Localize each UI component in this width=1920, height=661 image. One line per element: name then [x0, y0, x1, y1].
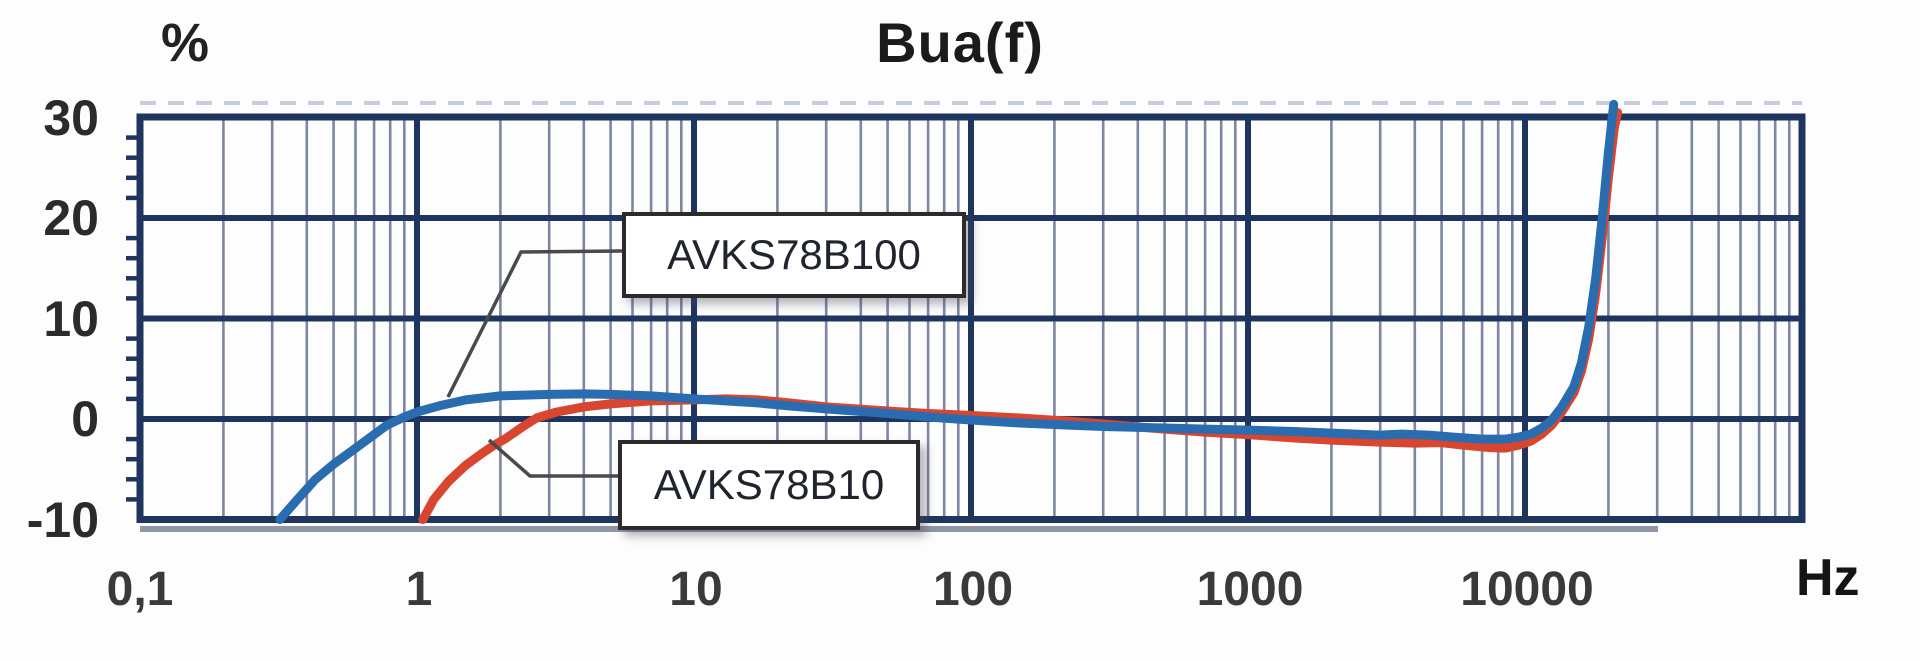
y-tick-label-30: 30 — [43, 90, 99, 146]
y-tick-label-10: 10 — [43, 291, 99, 347]
x-tick-label-0p1: 0,1 — [106, 563, 174, 616]
y-axis-unit-label: % — [160, 13, 209, 73]
y-tick-label-0: 0 — [71, 391, 99, 447]
series-callout-avks78b10-label: AVKS78B10 — [653, 461, 885, 508]
series-callout-avks78b100-label: AVKS78B100 — [667, 231, 921, 278]
series-callout-avks78b10: AVKS78B10 — [618, 440, 920, 530]
x-tick-label-10000: 10000 — [1460, 563, 1594, 616]
chart-title: Bua(f) — [876, 11, 1044, 74]
x-tick-label-1000: 1000 — [1196, 563, 1304, 616]
x-tick-label-1: 1 — [405, 563, 433, 616]
series-callout-avks78b100: AVKS78B100 — [622, 212, 966, 298]
y-tick-label-minus10: -10 — [26, 492, 99, 548]
y-tick-label-20: 20 — [43, 190, 99, 246]
x-axis-unit-label: Hz — [1796, 549, 1860, 607]
x-tick-label-10: 10 — [669, 563, 723, 616]
x-tick-label-100: 100 — [932, 563, 1014, 616]
